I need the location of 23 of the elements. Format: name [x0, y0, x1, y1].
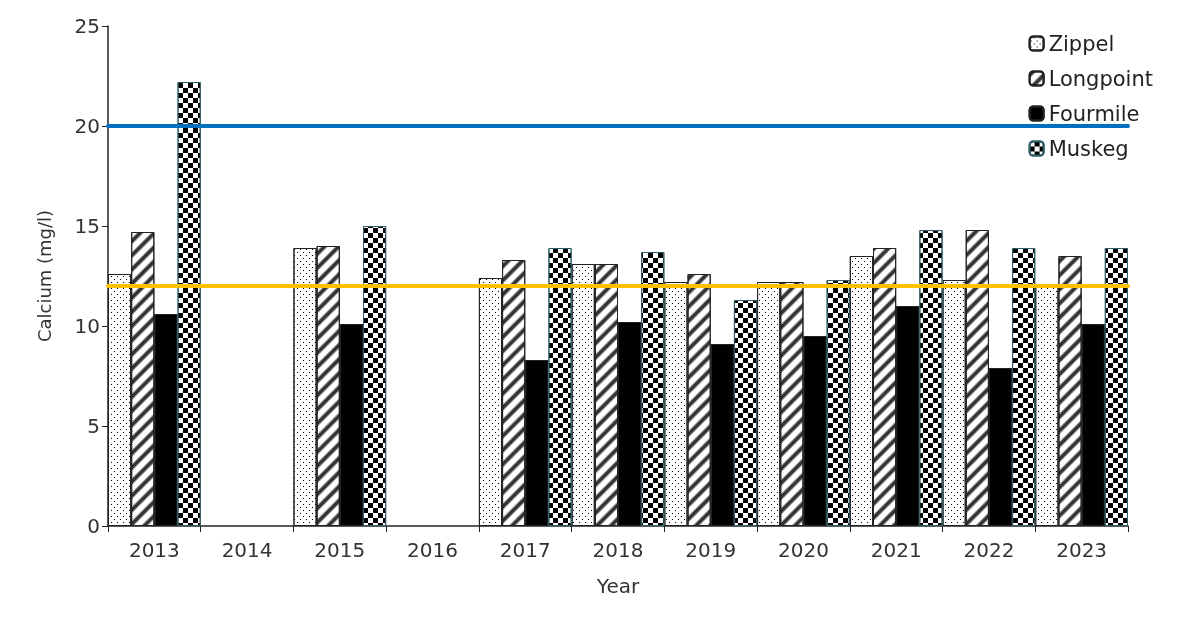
x-tick-label: 2020: [778, 538, 829, 562]
y-tick-label: 25: [74, 14, 100, 38]
y-tick-label: 10: [74, 314, 100, 338]
x-tick-label: 2021: [870, 538, 922, 562]
y-tick-label: 5: [87, 414, 100, 438]
legend-label: Muskeg: [1048, 136, 1129, 161]
x-tick-label: 2014: [221, 538, 273, 562]
y-tick-label: 20: [74, 114, 100, 138]
legend-label: Zippel: [1048, 31, 1115, 56]
x-tick-label: 2013: [128, 538, 180, 562]
x-tick-label: 2017: [499, 538, 551, 562]
y-tick-label: 15: [74, 214, 100, 238]
y-tick-label: 0: [87, 514, 100, 538]
x-tick-label: 2023: [1056, 538, 1108, 562]
x-tick-label: 2016: [407, 538, 458, 562]
y-axis-title: Calcium (mg/l): [33, 209, 55, 343]
legend-label: Longpoint: [1048, 66, 1153, 91]
x-tick-label: 2018: [592, 538, 644, 562]
x-axis-title: Year: [595, 574, 640, 598]
x-tick-label: 2019: [685, 538, 737, 562]
legend-label: Fourmile: [1048, 101, 1140, 126]
x-tick-label: 2015: [314, 538, 366, 562]
x-tick-label: 2022: [963, 538, 1015, 562]
